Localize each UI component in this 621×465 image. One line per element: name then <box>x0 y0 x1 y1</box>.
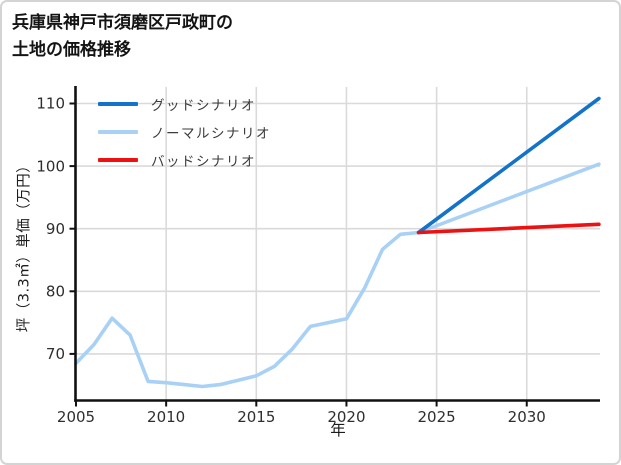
legend-item-bad: バッドシナリオ <box>98 146 271 174</box>
legend-swatch-bad <box>98 158 138 162</box>
y-tick-label: 90 <box>46 220 65 238</box>
y-axis-label: 坪（3.3㎡）単価（万円） <box>16 157 33 333</box>
x-tick-label: 2005 <box>57 408 95 426</box>
legend-swatch-good <box>98 102 138 106</box>
y-tick-label: 100 <box>36 157 65 175</box>
y-tick-label: 80 <box>46 283 65 301</box>
legend: グッドシナリオ ノーマルシナリオ バッドシナリオ <box>98 90 271 174</box>
legend-item-good: グッドシナリオ <box>98 90 271 118</box>
legend-swatch-normal <box>98 130 138 134</box>
x-tick-label: 2025 <box>418 408 456 426</box>
legend-item-normal: ノーマルシナリオ <box>98 118 271 146</box>
series-line <box>74 162 601 389</box>
x-tick-label: 2030 <box>508 408 546 426</box>
x-tick-label: 2015 <box>237 408 275 426</box>
x-tick-label: 2020 <box>327 408 365 426</box>
y-tick-label: 70 <box>46 345 65 363</box>
legend-label: バッドシナリオ <box>151 154 256 170</box>
y-tick-label: 110 <box>36 95 65 113</box>
legend-label: ノーマルシナリオ <box>151 126 271 142</box>
chart-title-line1: 兵庫県神戸市須磨区戸政町の <box>12 13 233 33</box>
series-line <box>416 96 601 235</box>
x-tick-label: 2010 <box>147 408 185 426</box>
chart-title-line2: 土地の価格推移 <box>12 40 131 60</box>
x-axis-label: 年 <box>330 421 346 439</box>
chart-title: 兵庫県神戸市須磨区戸政町の 土地の価格推移 <box>12 10 233 64</box>
series-line <box>416 222 601 235</box>
legend-label: グッドシナリオ <box>151 98 256 114</box>
